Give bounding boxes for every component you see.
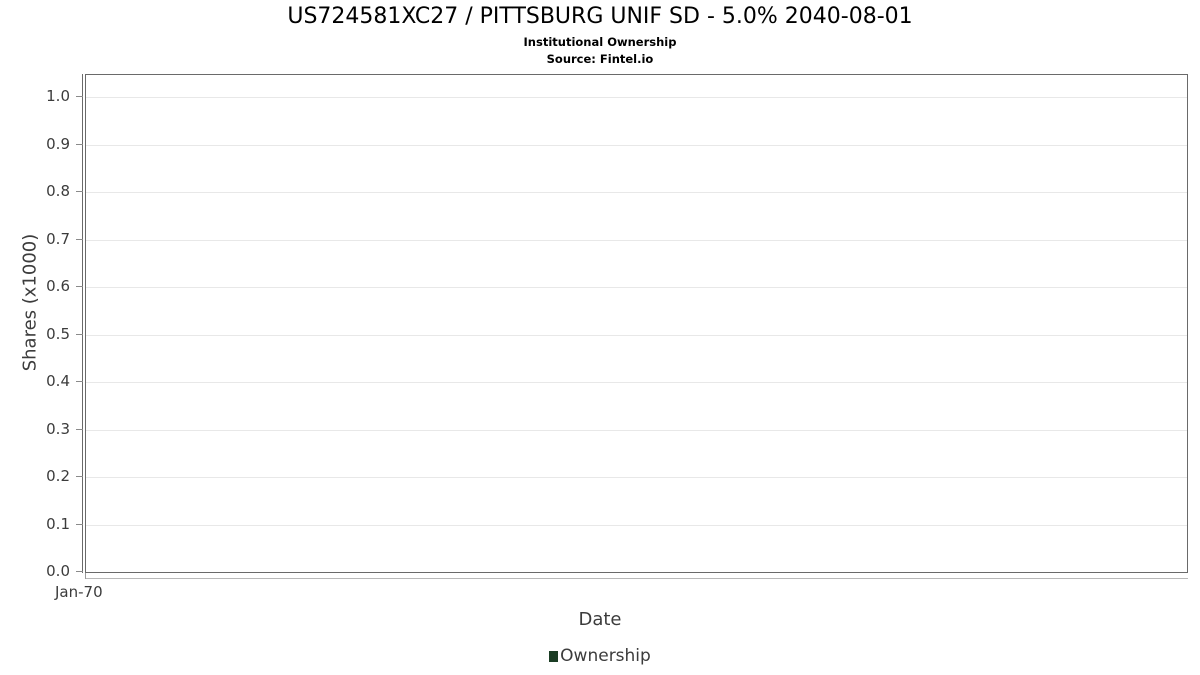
y-tick-label: 1.0 [46, 87, 70, 105]
y-tick-label: 0.7 [46, 230, 70, 248]
gridline-0.9 [86, 145, 1187, 146]
y-tick-label: 0.2 [46, 467, 70, 485]
data-series-layer [86, 75, 1187, 572]
y-tick-mark [76, 239, 83, 240]
x-tick-label: Jan-70 [55, 583, 103, 601]
gridline-1.0 [86, 97, 1187, 98]
y-axis-spine [82, 74, 83, 573]
y-tick-mark [76, 476, 83, 477]
y-tick-mark [76, 96, 83, 97]
legend-item-ownership[interactable]: Ownership [549, 648, 651, 665]
y-tick-mark [76, 429, 83, 430]
y-tick-label: 0.4 [46, 372, 70, 390]
gridline-0.7 [86, 240, 1187, 241]
plot-area [85, 74, 1188, 573]
y-tick-mark [76, 144, 83, 145]
y-tick-mark [76, 524, 83, 525]
x-axis-spine [85, 578, 1188, 579]
page-title: US724581XC27 / PITTSBURG UNIF SD - 5.0% … [287, 4, 913, 29]
y-tick-mark [76, 191, 83, 192]
y-tick-label: 0.6 [46, 277, 70, 295]
gridline-0.3 [86, 430, 1187, 431]
y-tick-mark [76, 286, 83, 287]
x-axis-label: Date [578, 609, 622, 630]
y-tick-label: 0.1 [46, 515, 70, 533]
chart-source-attribution: Source: Fintel.io [546, 52, 654, 66]
y-tick-label: 0.9 [46, 135, 70, 153]
y-tick-mark [76, 571, 83, 572]
gridline-0.1 [86, 525, 1187, 526]
y-tick-label: 0.3 [46, 420, 70, 438]
chart-legend: Ownership [0, 648, 1200, 665]
gridline-0.8 [86, 192, 1187, 193]
y-tick-label: 0.8 [46, 182, 70, 200]
x-tick-mark [85, 573, 86, 579]
y-tick-mark [76, 381, 83, 382]
y-tick-label: 0.0 [46, 562, 70, 580]
legend-swatch-icon [549, 651, 559, 662]
chart-subtitle: Institutional Ownership [523, 35, 677, 49]
y-tick-label: 0.5 [46, 325, 70, 343]
gridline-0.4 [86, 382, 1187, 383]
gridline-0.6 [86, 287, 1187, 288]
gridline-0.2 [86, 477, 1187, 478]
y-tick-mark [76, 334, 83, 335]
gridline-0.5 [86, 335, 1187, 336]
legend-item-label: Ownership [560, 646, 651, 666]
